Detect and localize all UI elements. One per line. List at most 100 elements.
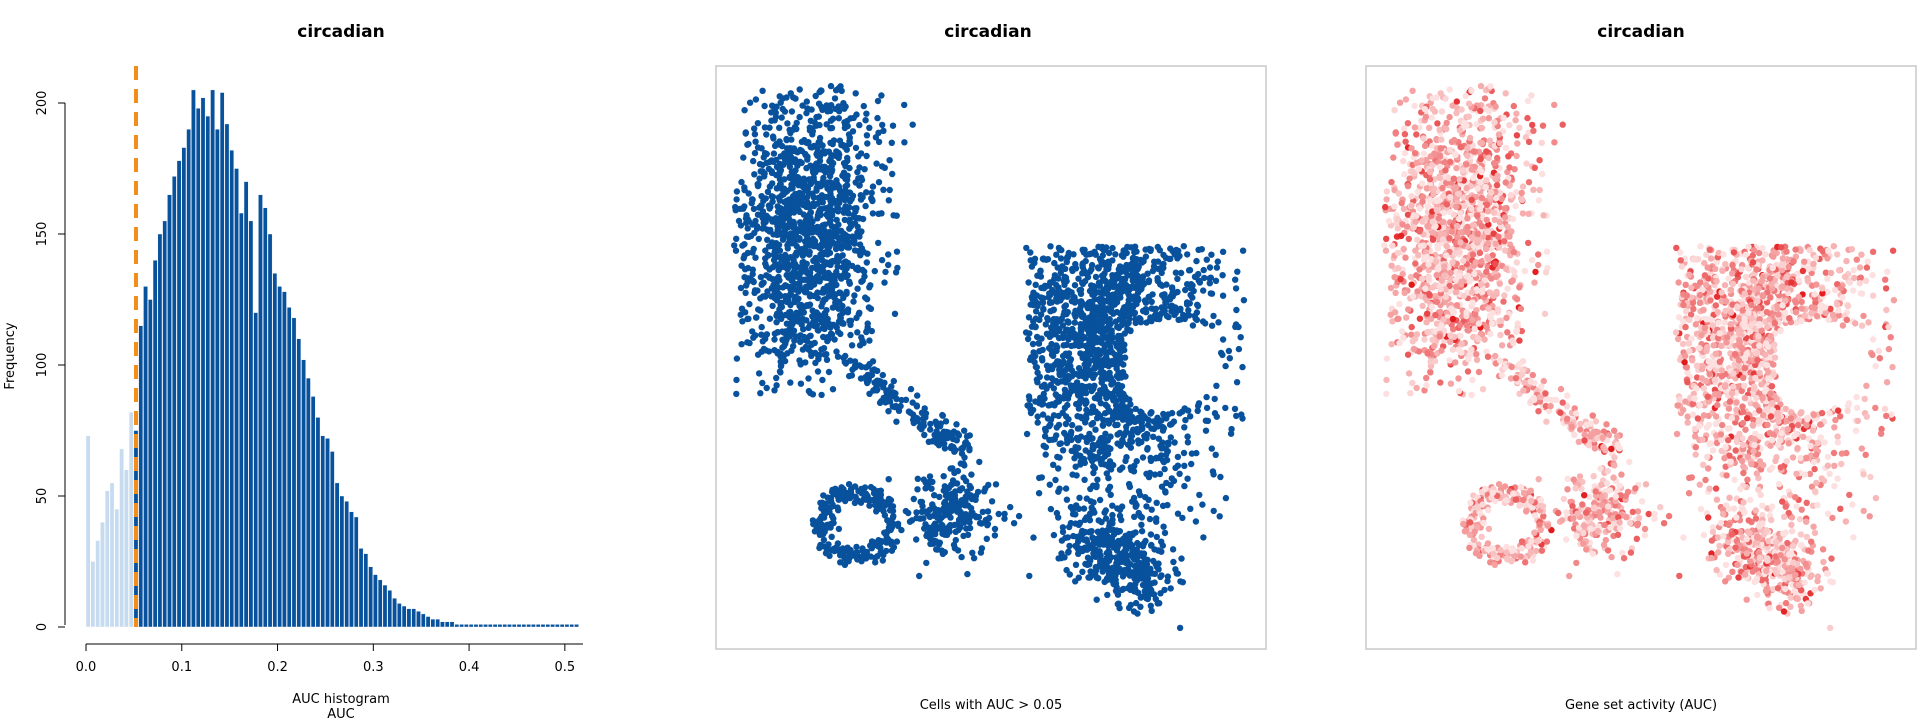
cell-point <box>854 285 861 292</box>
cell-point <box>1122 457 1129 465</box>
cell-point <box>1206 264 1214 271</box>
cell-point <box>798 228 806 235</box>
cell-point <box>859 277 866 284</box>
cell-point <box>773 319 780 326</box>
cell-point <box>1551 101 1558 109</box>
cell-point <box>733 196 740 203</box>
cell-point <box>755 235 762 243</box>
cell-point <box>885 408 892 415</box>
cell-point <box>817 499 824 507</box>
cell-point <box>828 194 836 202</box>
cell-point <box>747 276 754 283</box>
cell-point <box>1028 263 1036 270</box>
cell-point <box>814 368 822 375</box>
cell-point <box>1118 280 1125 288</box>
cell-point <box>1050 307 1057 314</box>
cell-point <box>1142 588 1149 595</box>
cell-point <box>1056 370 1063 377</box>
cell-point <box>822 550 830 557</box>
cell-point <box>1066 358 1074 365</box>
cell-point <box>859 337 866 344</box>
cell-point <box>1416 266 1423 273</box>
cell-point <box>889 122 897 129</box>
cell-point <box>1090 463 1097 470</box>
cell-point <box>1063 566 1070 574</box>
cell-point <box>1087 485 1094 493</box>
cell-point <box>979 508 986 516</box>
cell-point <box>914 486 921 493</box>
cell-point <box>933 509 940 516</box>
cell-point <box>1093 596 1100 603</box>
cell-point <box>1057 297 1064 304</box>
cell-point <box>1222 494 1230 502</box>
cell-point <box>1487 330 1494 338</box>
cell-point <box>796 235 803 242</box>
histogram-bar <box>138 325 144 628</box>
histogram-bar <box>100 522 105 628</box>
cell-point <box>1413 131 1420 138</box>
cell-point <box>1176 470 1183 477</box>
cell-point <box>768 157 775 164</box>
cell-point <box>835 154 842 161</box>
cell-point <box>1212 277 1220 284</box>
cell-point <box>874 114 881 122</box>
cell-point <box>1067 431 1075 438</box>
cell-point <box>867 305 875 312</box>
cell-point <box>1383 196 1390 203</box>
cell-point <box>818 196 825 204</box>
cell-point <box>1066 542 1073 550</box>
cell-point <box>1486 137 1494 144</box>
cell-point <box>1139 543 1147 550</box>
cell-point <box>1050 461 1057 468</box>
cell-point <box>1066 330 1073 337</box>
cell-point <box>783 197 790 205</box>
cell-point <box>848 372 856 379</box>
cell-point <box>1210 312 1217 320</box>
cell-point <box>1208 290 1216 297</box>
cell-point <box>889 503 897 510</box>
cell-point <box>779 218 786 225</box>
cell-point <box>773 374 780 382</box>
cell-point <box>952 536 959 544</box>
cell-point <box>1047 505 1055 513</box>
cell-point <box>828 533 835 540</box>
cell-point <box>935 442 943 449</box>
cell-point <box>1076 425 1083 432</box>
cell-point <box>1105 322 1113 329</box>
cell-point <box>776 197 784 204</box>
cell-point <box>1222 404 1229 412</box>
cell-point <box>1069 421 1076 429</box>
y-tick-label: 50 <box>35 488 50 505</box>
cell-point <box>1412 260 1419 267</box>
cell-point <box>862 202 869 210</box>
cell-point <box>854 233 861 240</box>
cell-point <box>960 474 967 481</box>
cell-point <box>1383 355 1391 362</box>
cell-point <box>1181 424 1188 431</box>
cell-point <box>773 382 780 389</box>
cell-point <box>1093 535 1101 543</box>
cell-point <box>797 146 804 154</box>
cell-point <box>757 273 765 281</box>
cell-point <box>1188 460 1195 468</box>
cell-point <box>802 151 809 158</box>
cell-point <box>1075 521 1083 529</box>
cell-point <box>1036 316 1043 324</box>
cell-point <box>1001 510 1008 518</box>
histogram-bar <box>440 621 445 628</box>
cell-point <box>748 232 755 239</box>
cell-point <box>921 431 928 439</box>
cell-point <box>748 199 755 207</box>
cell-point <box>844 172 851 179</box>
histogram-bar <box>382 584 388 628</box>
cell-point <box>1090 374 1097 381</box>
cell-point <box>847 317 855 324</box>
cell-point <box>1042 321 1050 328</box>
y-tick-label: 150 <box>35 222 50 247</box>
cell-point <box>905 509 912 517</box>
cell-point <box>1112 587 1120 595</box>
cell-point <box>745 190 752 197</box>
cell-point <box>864 320 871 327</box>
cell-point <box>1501 247 1509 254</box>
cell-point <box>847 357 854 364</box>
